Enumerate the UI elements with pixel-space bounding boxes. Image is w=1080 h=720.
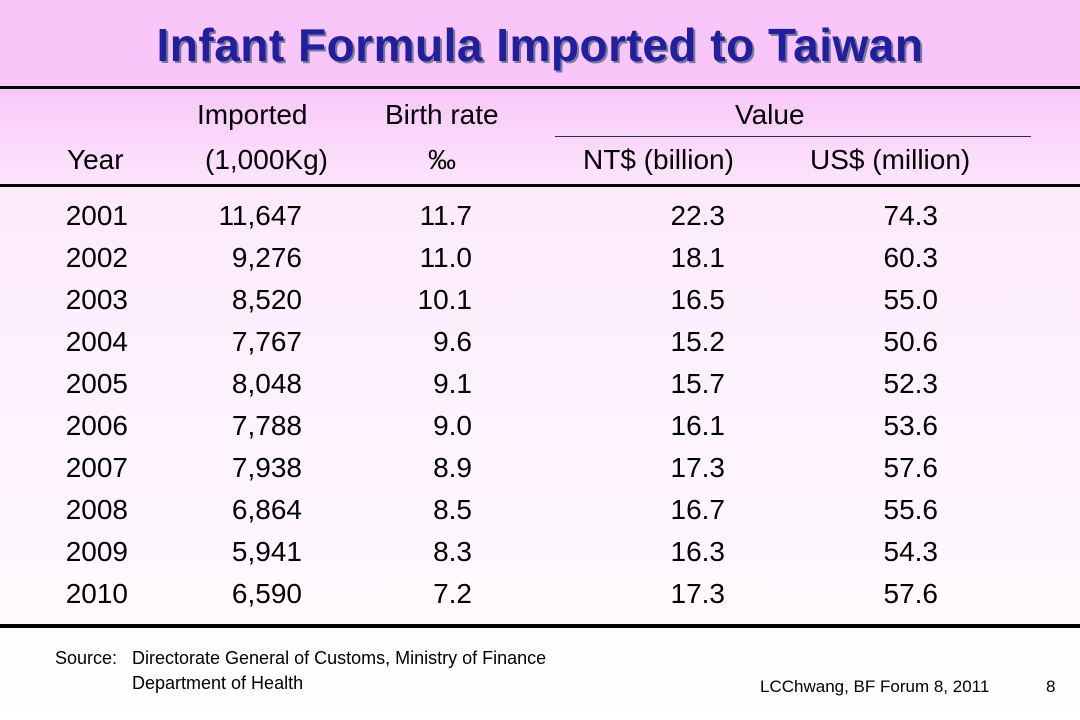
cell-imported: 7,938 [231,452,302,483]
source-line-1: Directorate General of Customs, Ministry… [132,648,547,668]
cell-us: 54.3 [883,536,939,567]
cell-birth: 11.0 [419,242,472,273]
cell-nt: 16.7 [670,494,726,525]
cell-us: 55.6 [883,494,939,525]
footer-credit: LCChwang, BF Forum 8, 2011 [760,677,990,696]
cell-imported: 11,647 [218,200,302,231]
header-value: Value [735,99,805,130]
cell-birth: 9.0 [433,410,472,441]
cell-nt: 22.3 [670,200,726,231]
cell-birth: 8.5 [433,494,472,525]
cell-birth: 7.2 [433,578,472,609]
top-rule [0,86,1080,89]
cell-nt: 17.3 [670,578,726,609]
cell-nt: 16.3 [670,536,726,567]
cell-imported: 9,276 [231,242,302,273]
cell-nt: 15.2 [670,326,726,357]
cell-year: 2004 [65,326,128,357]
header-year: Year [67,144,124,175]
cell-us: 57.6 [883,578,939,609]
cell-birth: 8.3 [433,536,472,567]
cell-birth: 10.1 [417,284,473,315]
cell-nt: 15.7 [670,368,726,399]
cell-imported: 5,941 [231,536,302,567]
cell-imported: 8,048 [231,368,302,399]
cell-year: 2007 [65,452,128,483]
cell-year: 2008 [65,494,128,525]
cell-year: 2001 [65,200,128,231]
header-birth-rate: Birth rate [385,99,499,130]
header-rule [0,184,1080,187]
cell-us: 53.6 [883,410,939,441]
cell-imported: 7,788 [231,410,302,441]
cell-nt: 16.5 [670,284,726,315]
source-line-2: Department of Health [132,673,304,693]
cell-us: 60.3 [883,242,939,273]
cell-birth: 9.1 [433,368,472,399]
value-group-line [555,136,1031,137]
cell-nt: 16.1 [670,410,726,441]
cell-year: 2005 [65,368,128,399]
cell-imported: 6,590 [231,578,302,609]
cell-year: 2006 [65,410,128,441]
header-birth-rate-unit: ‰ [428,144,456,175]
header-imported-unit: (1,000Kg) [205,144,328,175]
cell-imported: 7,767 [231,326,302,357]
cell-us: 55.0 [883,284,939,315]
page-number: 8 [1046,677,1056,696]
cell-year: 2003 [65,284,128,315]
cell-year: 2002 [65,242,128,273]
header-us: US$ (million) [810,144,971,175]
cell-birth: 8.9 [433,452,472,483]
cell-year: 2009 [65,536,128,567]
cell-us: 74.3 [883,200,939,231]
cell-year: 2010 [65,578,128,609]
cell-imported: 6,864 [231,494,302,525]
page-title: Infant Formula Imported to Taiwan [156,19,924,71]
cell-us: 57.6 [883,452,939,483]
cell-nt: 17.3 [670,452,726,483]
source-label: Source: [55,648,118,668]
cell-imported: 8,520 [231,284,302,315]
cell-us: 52.3 [883,368,939,399]
bottom-rule [0,624,1080,628]
header-imported: Imported [197,99,308,130]
header-nt: NT$ (billion) [583,144,734,175]
cell-nt: 18.1 [670,242,726,273]
cell-us: 50.6 [883,326,939,357]
cell-birth: 9.6 [433,326,472,357]
title-band [0,0,1080,88]
cell-birth: 11.7 [419,200,472,231]
